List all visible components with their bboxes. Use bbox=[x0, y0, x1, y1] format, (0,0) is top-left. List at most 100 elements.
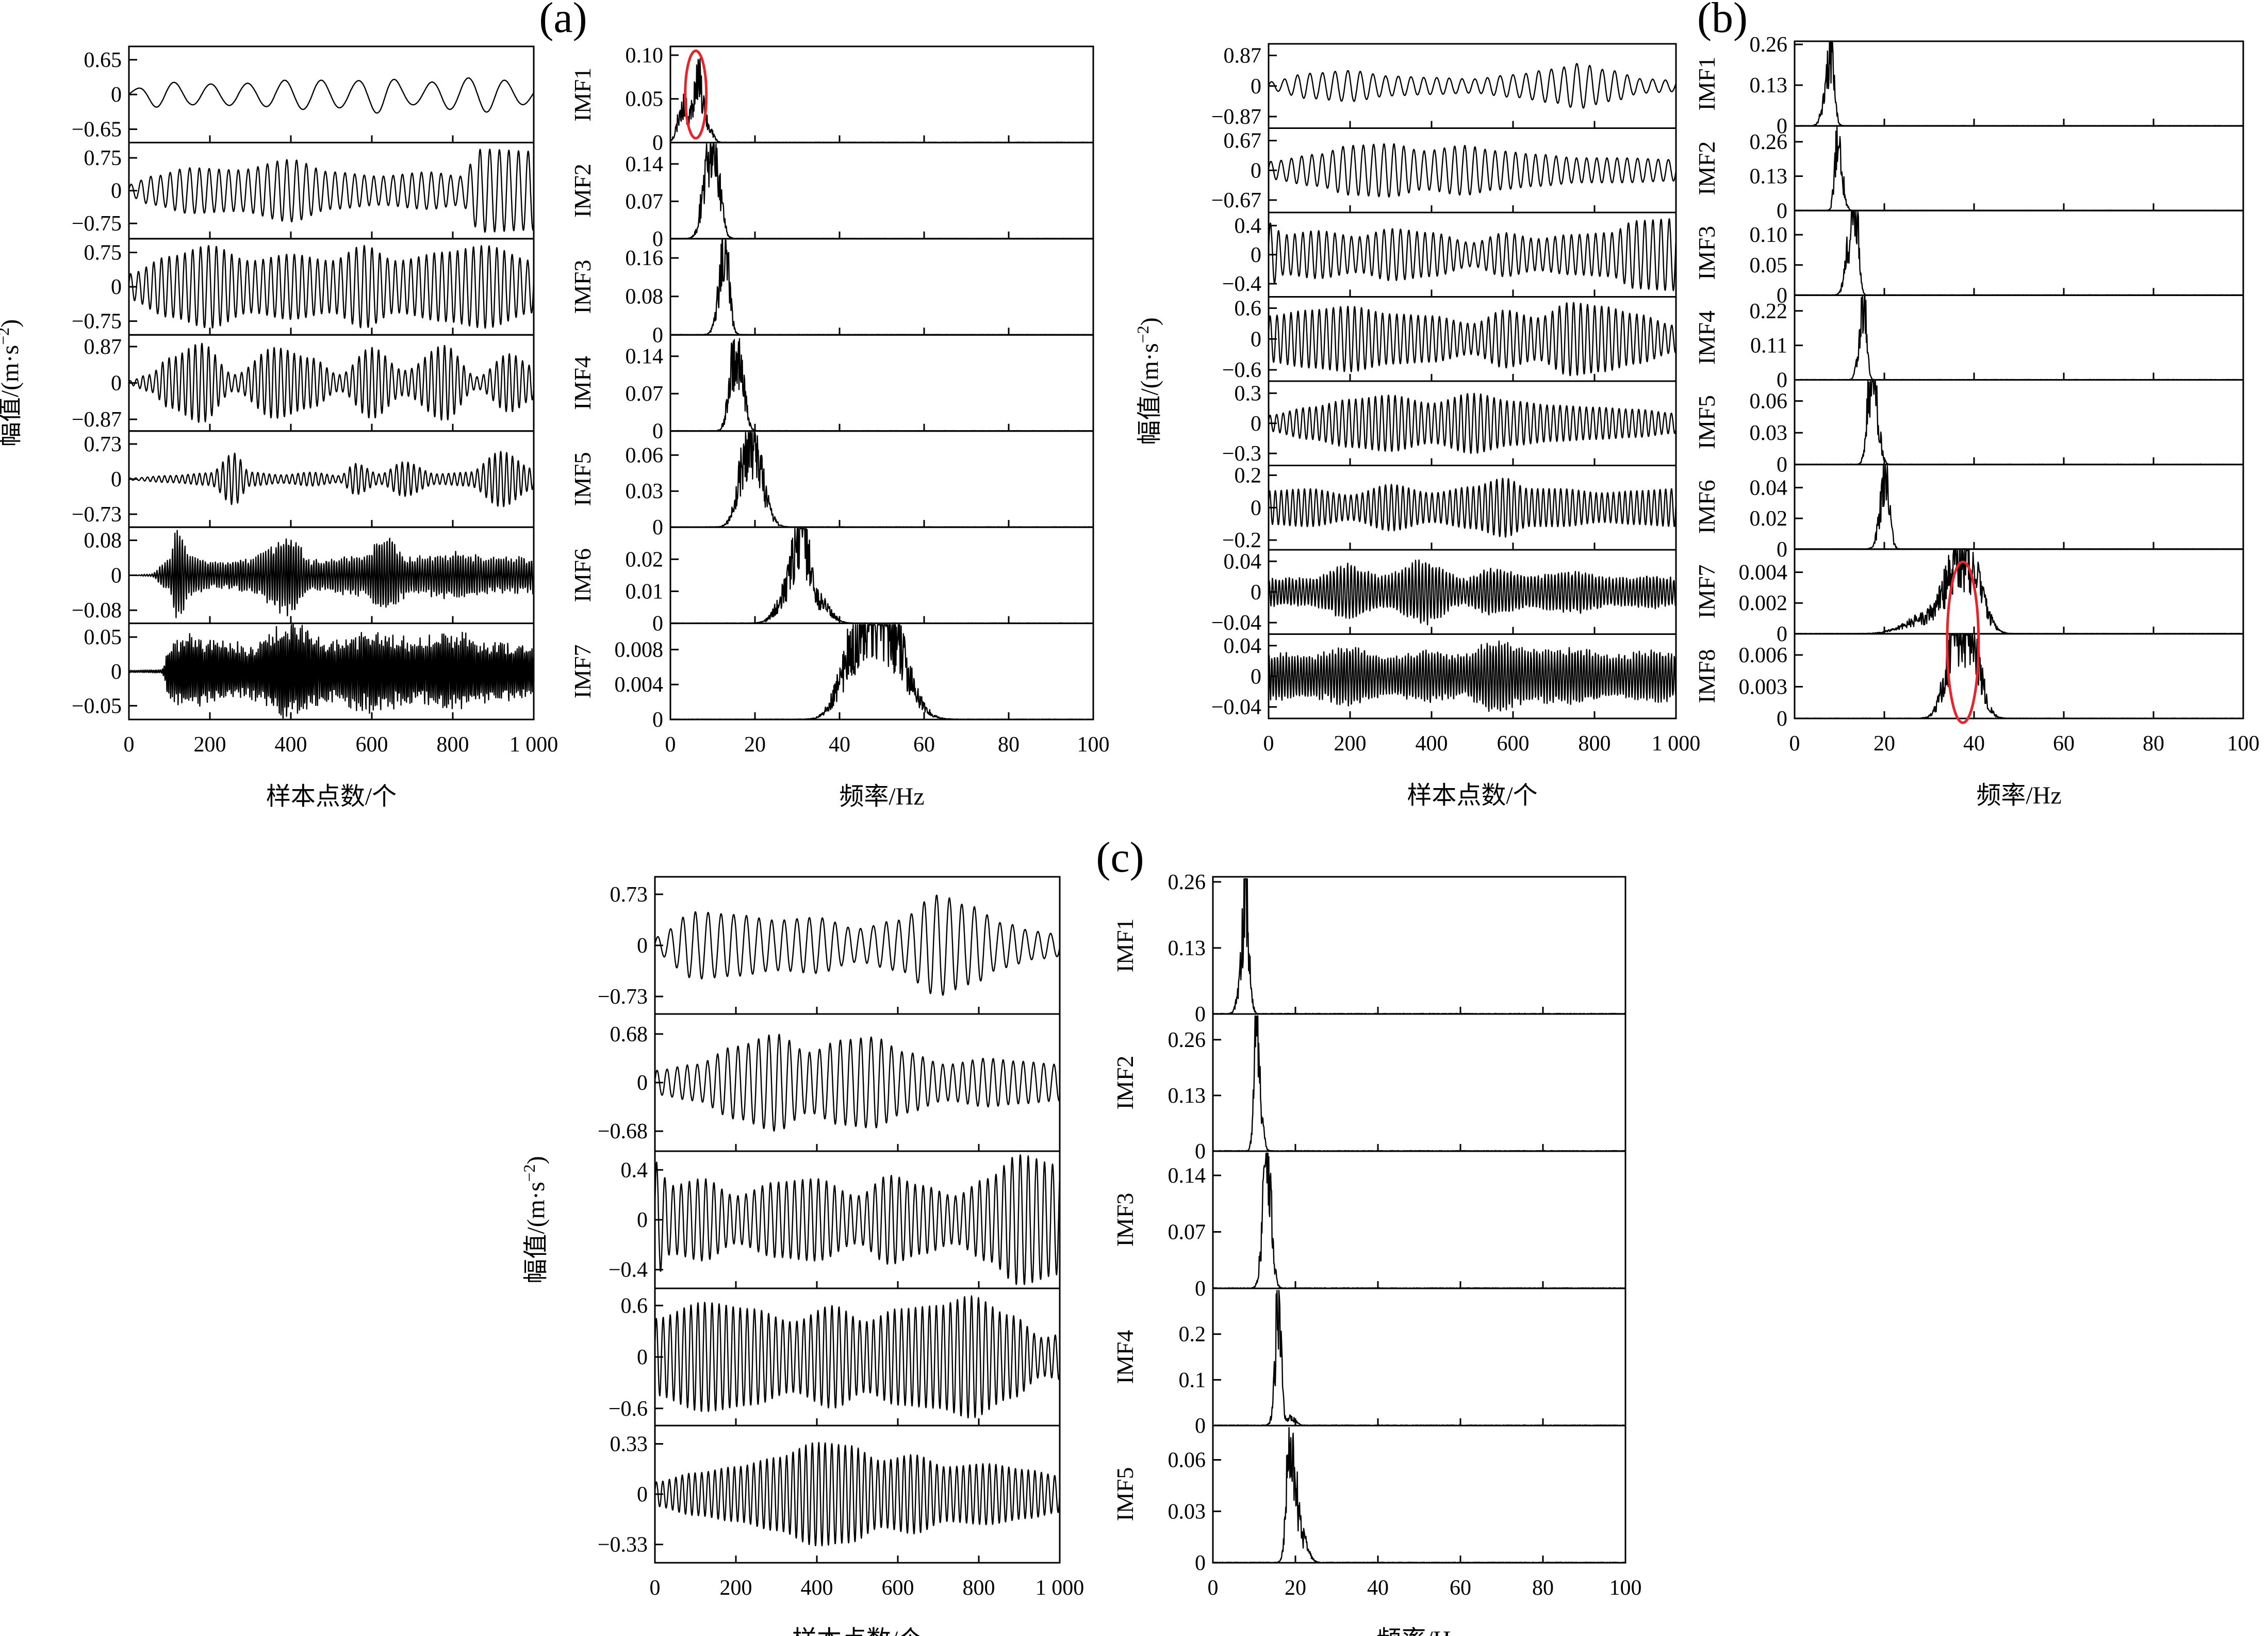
subplot-frame bbox=[1794, 633, 2244, 719]
panel-a-freq: 00.050.10IMF100.070.14IMF200.080.16IMF30… bbox=[569, 44, 1110, 810]
y-tick-label: 0 bbox=[111, 468, 122, 492]
x-axis-label: 样本点数/个 bbox=[266, 783, 397, 810]
series-line bbox=[1268, 63, 1677, 109]
x-tick-label: 600 bbox=[882, 1576, 914, 1600]
subplot-frame bbox=[1212, 1425, 1626, 1564]
subplot-b-freq-6: 0 0.02 0.04 IMF6 bbox=[1694, 464, 2244, 562]
y-tick-label: 0 bbox=[111, 179, 122, 203]
y-tick-label: 0 bbox=[637, 1208, 648, 1232]
x-tick-label: 400 bbox=[801, 1576, 833, 1600]
y-tick-label: 0 bbox=[652, 612, 663, 636]
y-tick-label: 0.004 bbox=[615, 673, 664, 697]
subplot-b-time-3: −0.4 0 0.4 bbox=[1222, 211, 1677, 298]
y-tick-label: 0.06 bbox=[1750, 390, 1788, 414]
subplot-a-time-6: −0.08 0 0.08 bbox=[72, 526, 535, 625]
y-tick-label: 0.008 bbox=[615, 638, 664, 662]
subplot-c-time-4: −0.6 0 0.6 bbox=[609, 1287, 1061, 1427]
y-tick-label: −0.73 bbox=[598, 985, 648, 1009]
panel-b-time: −0.87 0 0.87 −0.67 0 0.67 −0.4 0 0.4 −0.6 0 0.6 −0.3… bbox=[1133, 43, 1700, 809]
imf-label: IMF3 bbox=[1694, 226, 1720, 280]
subplot-frame bbox=[1794, 464, 2244, 550]
subplot-b-freq-5: 0 0.03 0.06 IMF5 bbox=[1694, 379, 2244, 477]
y-tick-label: 0.04 bbox=[1224, 634, 1262, 658]
x-tick-label: 100 bbox=[1077, 733, 1110, 757]
annotation-ellipse bbox=[684, 49, 708, 140]
y-tick-label: 0.004 bbox=[1739, 561, 1788, 585]
subplot-frame bbox=[1212, 876, 1626, 1015]
series-line bbox=[669, 58, 1094, 143]
series-line bbox=[670, 239, 1094, 336]
y-tick-label: −0.87 bbox=[1211, 105, 1261, 129]
y-tick-label: 0 bbox=[111, 372, 122, 396]
y-tick-label: −0.05 bbox=[72, 694, 122, 718]
y-tick-label: 0 bbox=[1777, 199, 1787, 223]
y-tick-label: 0.01 bbox=[626, 580, 664, 603]
series-line bbox=[654, 1442, 1061, 1547]
subplot-frame bbox=[1794, 40, 2244, 127]
panel-a-time: −0.65 0 0.65 −0.75 0 0.75 −0.75 0 0.75 −0.87 0 0.87… bbox=[0, 45, 558, 810]
series-line bbox=[1268, 640, 1677, 712]
series-line bbox=[1794, 550, 2244, 635]
subplot-a-freq-6: 0 0.01 0.02 IMF6 bbox=[569, 526, 1094, 636]
subplot-frame bbox=[654, 1425, 1061, 1564]
y-tick-label: 0.4 bbox=[621, 1158, 648, 1182]
subplot-b-freq-1: 0 0.13 0.26 IMF1 bbox=[1694, 33, 2244, 138]
series-line bbox=[654, 1154, 1061, 1285]
series-line bbox=[128, 149, 535, 233]
x-tick-label: 40 bbox=[1963, 732, 1985, 756]
y-tick-label: 0.68 bbox=[610, 1023, 648, 1046]
subplot-a-time-1: −0.65 0 0.65 bbox=[72, 45, 535, 143]
y-tick-label: −0.75 bbox=[72, 310, 122, 334]
x-tick-label: 800 bbox=[963, 1576, 995, 1600]
y-tick-label: 0 bbox=[1195, 1277, 1206, 1301]
x-tick-label: 20 bbox=[1285, 1576, 1306, 1600]
y-tick-label: 0.07 bbox=[1168, 1220, 1206, 1244]
subplot-b-time-2: −0.67 0 0.67 bbox=[1211, 127, 1677, 214]
y-tick-label: 0 bbox=[1251, 665, 1261, 689]
series-line bbox=[1212, 1289, 1626, 1427]
y-tick-label: 0 bbox=[637, 1346, 648, 1369]
series-line bbox=[1794, 465, 2244, 550]
series-line bbox=[1794, 634, 2244, 719]
subplot-a-freq-5: 0 0.03 0.06 IMF5 bbox=[569, 430, 1094, 539]
subplot-c-time-1: −0.73 0 0.73 bbox=[598, 876, 1061, 1015]
subplot-a-time-4: −0.87 0 0.87 bbox=[72, 334, 535, 432]
imf-label: IMF5 bbox=[1694, 395, 1720, 449]
y-tick-label: −0.33 bbox=[598, 1533, 648, 1557]
imf-label: IMF3 bbox=[1112, 1193, 1138, 1247]
y-tick-label: 0 bbox=[637, 1483, 648, 1507]
series-line bbox=[1268, 478, 1677, 538]
series-line bbox=[654, 1034, 1061, 1132]
y-tick-label: 0.87 bbox=[1224, 44, 1262, 68]
panel-c-freq: 00.130.26IMF100.130.26IMF200.070.14IMF30… bbox=[1112, 871, 1642, 1636]
subplot-c-freq-2: 0 0.13 0.26 IMF2 bbox=[1112, 1013, 1626, 1164]
y-tick-label: 0.10 bbox=[626, 44, 664, 68]
imf-label: IMF7 bbox=[1694, 564, 1720, 618]
subplot-frame bbox=[669, 623, 1094, 721]
y-tick-label: −0.04 bbox=[1211, 611, 1261, 635]
y-tick-label: 0.13 bbox=[1168, 1084, 1206, 1108]
y-tick-label: 0 bbox=[1777, 538, 1787, 562]
y-tick-label: 0 bbox=[1777, 623, 1787, 646]
subplot-c-time-3: −0.4 0 0.4 bbox=[609, 1150, 1061, 1289]
y-tick-label: 0.26 bbox=[1750, 33, 1788, 57]
y-tick-label: 0.05 bbox=[626, 88, 664, 111]
y-tick-label: 0.14 bbox=[626, 345, 664, 369]
y-tick-label: −0.73 bbox=[72, 503, 122, 527]
y-tick-label: −0.4 bbox=[609, 1258, 648, 1282]
subplot-frame bbox=[1212, 1287, 1626, 1427]
y-tick-label: 0 bbox=[652, 516, 663, 539]
y-tick-label: 0.08 bbox=[84, 529, 122, 553]
x-tick-label: 0 bbox=[665, 733, 676, 757]
y-tick-label: −0.08 bbox=[72, 599, 122, 623]
subplot-b-freq-7: 0 0.002 0.004 IMF7 bbox=[1694, 548, 2244, 646]
x-tick-label: 20 bbox=[744, 733, 766, 757]
series-line bbox=[1794, 296, 2244, 381]
y-tick-label: 0 bbox=[1251, 581, 1261, 604]
y-tick-label: 0 bbox=[652, 227, 663, 251]
series-line bbox=[670, 528, 1094, 624]
subplot-frame bbox=[1794, 379, 2244, 466]
imf-label: IMF4 bbox=[1112, 1330, 1138, 1384]
y-tick-label: 0.02 bbox=[1750, 507, 1788, 531]
y-tick-label: 0.06 bbox=[1168, 1449, 1206, 1473]
